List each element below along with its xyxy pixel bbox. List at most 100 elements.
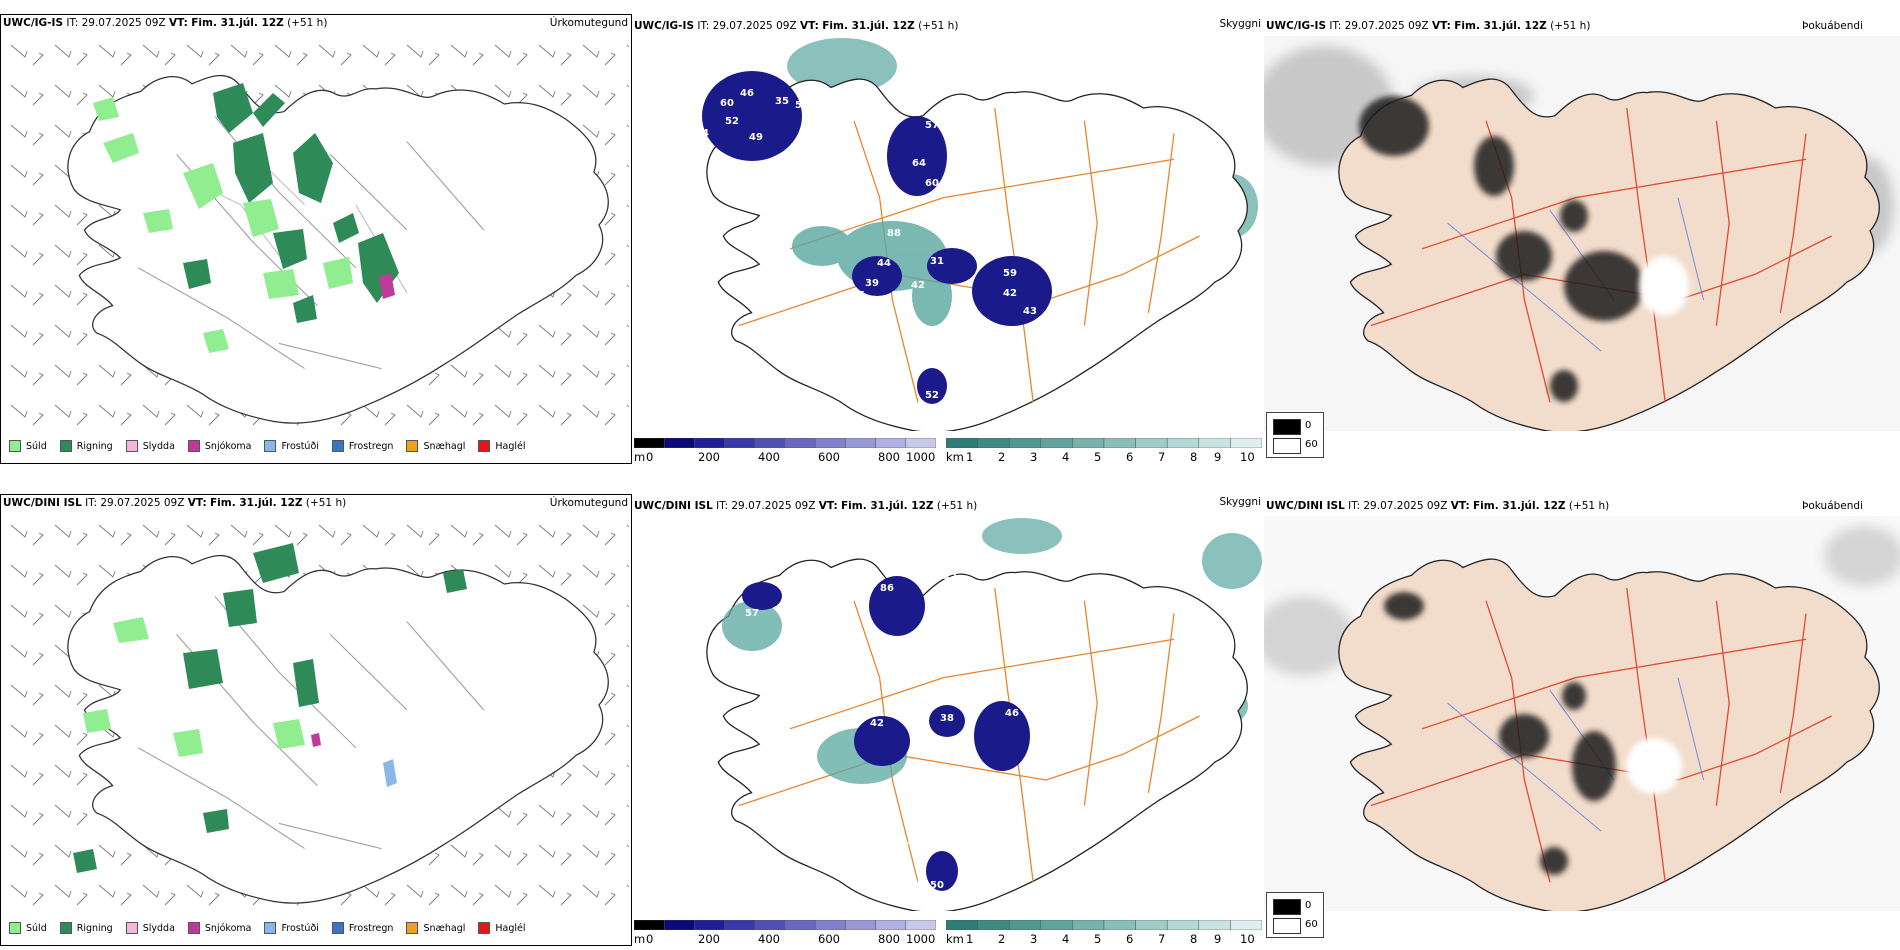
cloud-top-label: 42 bbox=[1003, 288, 1017, 299]
visibility-tick: 10 bbox=[1240, 932, 1255, 946]
panel-header: UWC/IG-IS IT: 29.07.2025 09Z VT: Fim. 31… bbox=[3, 17, 328, 29]
colorbar-segment bbox=[1040, 920, 1073, 930]
legend-swatch bbox=[59, 440, 72, 452]
colorbar-segment bbox=[1230, 438, 1262, 448]
colorbar-segment bbox=[1135, 438, 1168, 448]
visibility-tick: 5 bbox=[1094, 450, 1102, 464]
precip-map bbox=[3, 513, 629, 913]
ceiling-tick: 200 bbox=[698, 932, 720, 946]
colorbar-segment bbox=[694, 920, 725, 930]
fog-title: Þokuábendi bbox=[1802, 20, 1863, 32]
cloud-top-label: 60 bbox=[925, 178, 939, 189]
colorbar-segment bbox=[1198, 920, 1231, 930]
visibility-tick: 2 bbox=[998, 932, 1006, 946]
legend-item: Haglél bbox=[478, 440, 526, 452]
colorbar-segment bbox=[1135, 920, 1168, 930]
cloud-top-label: 46 bbox=[1005, 708, 1019, 719]
panel-header: UWC/IG-IS IT: 29.07.2025 09Z VT: Fim. 31… bbox=[1266, 20, 1591, 32]
cloud-top-label: 46 bbox=[740, 88, 754, 99]
visibility-tick: 6 bbox=[1126, 450, 1134, 464]
cloud-top-label: 42 bbox=[870, 718, 884, 729]
colorbar-segment bbox=[875, 920, 907, 930]
cloud-map: 60 46 35 58 52 55 49 54 57 64 60 63 88 44 31 59 42 43 39 42… bbox=[695, 38, 1258, 431]
cloud-top-label: 57 bbox=[895, 396, 909, 407]
legend-item: Súld bbox=[9, 922, 47, 934]
legend-item: Snæhagl bbox=[406, 922, 465, 934]
legend-item: Súld bbox=[9, 440, 47, 452]
visibility-tick: 8 bbox=[1190, 932, 1198, 946]
cloud-top-label: 42 bbox=[911, 280, 925, 291]
colorbar-segment bbox=[977, 920, 1010, 930]
fog-panel-bottom: UWC/DINI ISL IT: 29.07.2025 09Z VT: Fim.… bbox=[1264, 494, 1900, 946]
cloud-top-label: 88 bbox=[887, 228, 901, 239]
cloud-top-label: 58 bbox=[795, 100, 809, 111]
fog-swatch bbox=[1273, 899, 1301, 915]
fog-panel-top: UWC/IG-IS IT: 29.07.2025 09Z VT: Fim. 31… bbox=[1264, 14, 1900, 464]
cloud-top-label: 42 bbox=[943, 572, 957, 583]
cloud-top-label: 54 bbox=[695, 128, 709, 139]
precip-title: Úrkomutegund bbox=[549, 17, 628, 29]
ceiling-colorbar bbox=[634, 920, 936, 930]
colorbar-segment bbox=[1103, 438, 1136, 448]
legend-swatch bbox=[125, 440, 138, 452]
fog-title: Þokuábendi bbox=[1802, 500, 1863, 512]
cloud-top-label: 45 bbox=[851, 290, 865, 301]
cloud-panel-top: UWC/IG-IS IT: 29.07.2025 09Z VT: Fim. 31… bbox=[632, 14, 1264, 464]
legend-swatch bbox=[264, 922, 277, 934]
visibility-tick: 3 bbox=[1030, 450, 1038, 464]
legend-swatch bbox=[406, 922, 419, 934]
precip-panel-bottom: UWC/DINI ISL IT: 29.07.2025 09Z VT: Fim.… bbox=[0, 494, 632, 946]
colorbar-segment bbox=[946, 438, 978, 448]
legend-swatch bbox=[187, 440, 200, 452]
cloud-top-label: 52 bbox=[925, 390, 939, 401]
precip-legend: Súld Rigning Slydda Snjókoma Frostúði Fr… bbox=[9, 440, 539, 452]
colorbar-segment bbox=[1008, 438, 1042, 448]
legend-swatch bbox=[331, 440, 344, 452]
visibility-tick: 3 bbox=[1030, 932, 1038, 946]
colorbar-segment bbox=[663, 920, 695, 930]
ceiling-tick: 1000 bbox=[906, 932, 936, 946]
legend-swatch bbox=[331, 922, 344, 934]
cloud-top-label: 49 bbox=[749, 132, 763, 143]
colorbar-segment bbox=[754, 920, 786, 930]
cloud-top-label: 63 bbox=[775, 233, 789, 244]
visibility-tick: 9 bbox=[1214, 932, 1222, 946]
fog-map bbox=[1264, 516, 1900, 911]
legend-item: Rigning bbox=[59, 922, 113, 934]
fog-label: 0 bbox=[1305, 420, 1312, 431]
cloud-map: 59 42 86 57 53 47 38 42 46 56 50 58 bbox=[706, 518, 1262, 911]
colorbar-segment bbox=[1040, 438, 1073, 448]
colorbar-segment bbox=[1230, 920, 1262, 930]
colorbar-segment bbox=[784, 438, 816, 448]
panel-header: UWC/DINI ISL IT: 29.07.2025 09Z VT: Fim.… bbox=[1266, 500, 1610, 512]
colorbar-segment bbox=[694, 438, 725, 448]
ceiling-unit: m bbox=[634, 932, 646, 946]
precip-panel-top: UWC/IG-IS IT: 29.07.2025 09Z VT: Fim. 31… bbox=[0, 14, 632, 464]
precip-legend: Súld Rigning Slydda Snjókoma Frostúði Fr… bbox=[9, 922, 539, 934]
cloud-top-label: 57 bbox=[925, 120, 939, 131]
legend-item: Frostregn bbox=[331, 922, 393, 934]
legend-item: Slydda bbox=[125, 922, 175, 934]
visibility-tick: 9 bbox=[1214, 450, 1222, 464]
ceiling-unit: m bbox=[634, 450, 646, 464]
cloud-top-label: 39 bbox=[865, 278, 879, 289]
legend-item: Rigning bbox=[59, 440, 113, 452]
visibility-tick: 1 bbox=[966, 932, 974, 946]
colorbar-segment bbox=[946, 920, 978, 930]
cloud-top-label: 35 bbox=[775, 96, 789, 107]
visibility-tick: 1 bbox=[966, 450, 974, 464]
cloud-panel-bottom: UWC/DINI ISL IT: 29.07.2025 09Z VT: Fim.… bbox=[632, 494, 1264, 946]
cloud-top-label: 40 bbox=[887, 400, 901, 411]
colorbar-segment bbox=[1072, 438, 1105, 448]
cloud-top-label: 60 bbox=[720, 98, 734, 109]
legend-item: Snjókoma bbox=[187, 922, 251, 934]
visibility-tick: 4 bbox=[1062, 450, 1070, 464]
ceiling-tick: 0 bbox=[646, 450, 654, 464]
cloud-top-label: 44 bbox=[877, 258, 891, 269]
ceiling-colorbar bbox=[634, 438, 936, 448]
ceiling-ticks: m 0 200 400 600 800 1000 bbox=[634, 932, 944, 946]
fog-swatch bbox=[1273, 438, 1301, 454]
legend-item: Frostregn bbox=[331, 440, 393, 452]
fog-swatch bbox=[1273, 419, 1301, 435]
legend-item: Frostúði bbox=[264, 922, 319, 934]
